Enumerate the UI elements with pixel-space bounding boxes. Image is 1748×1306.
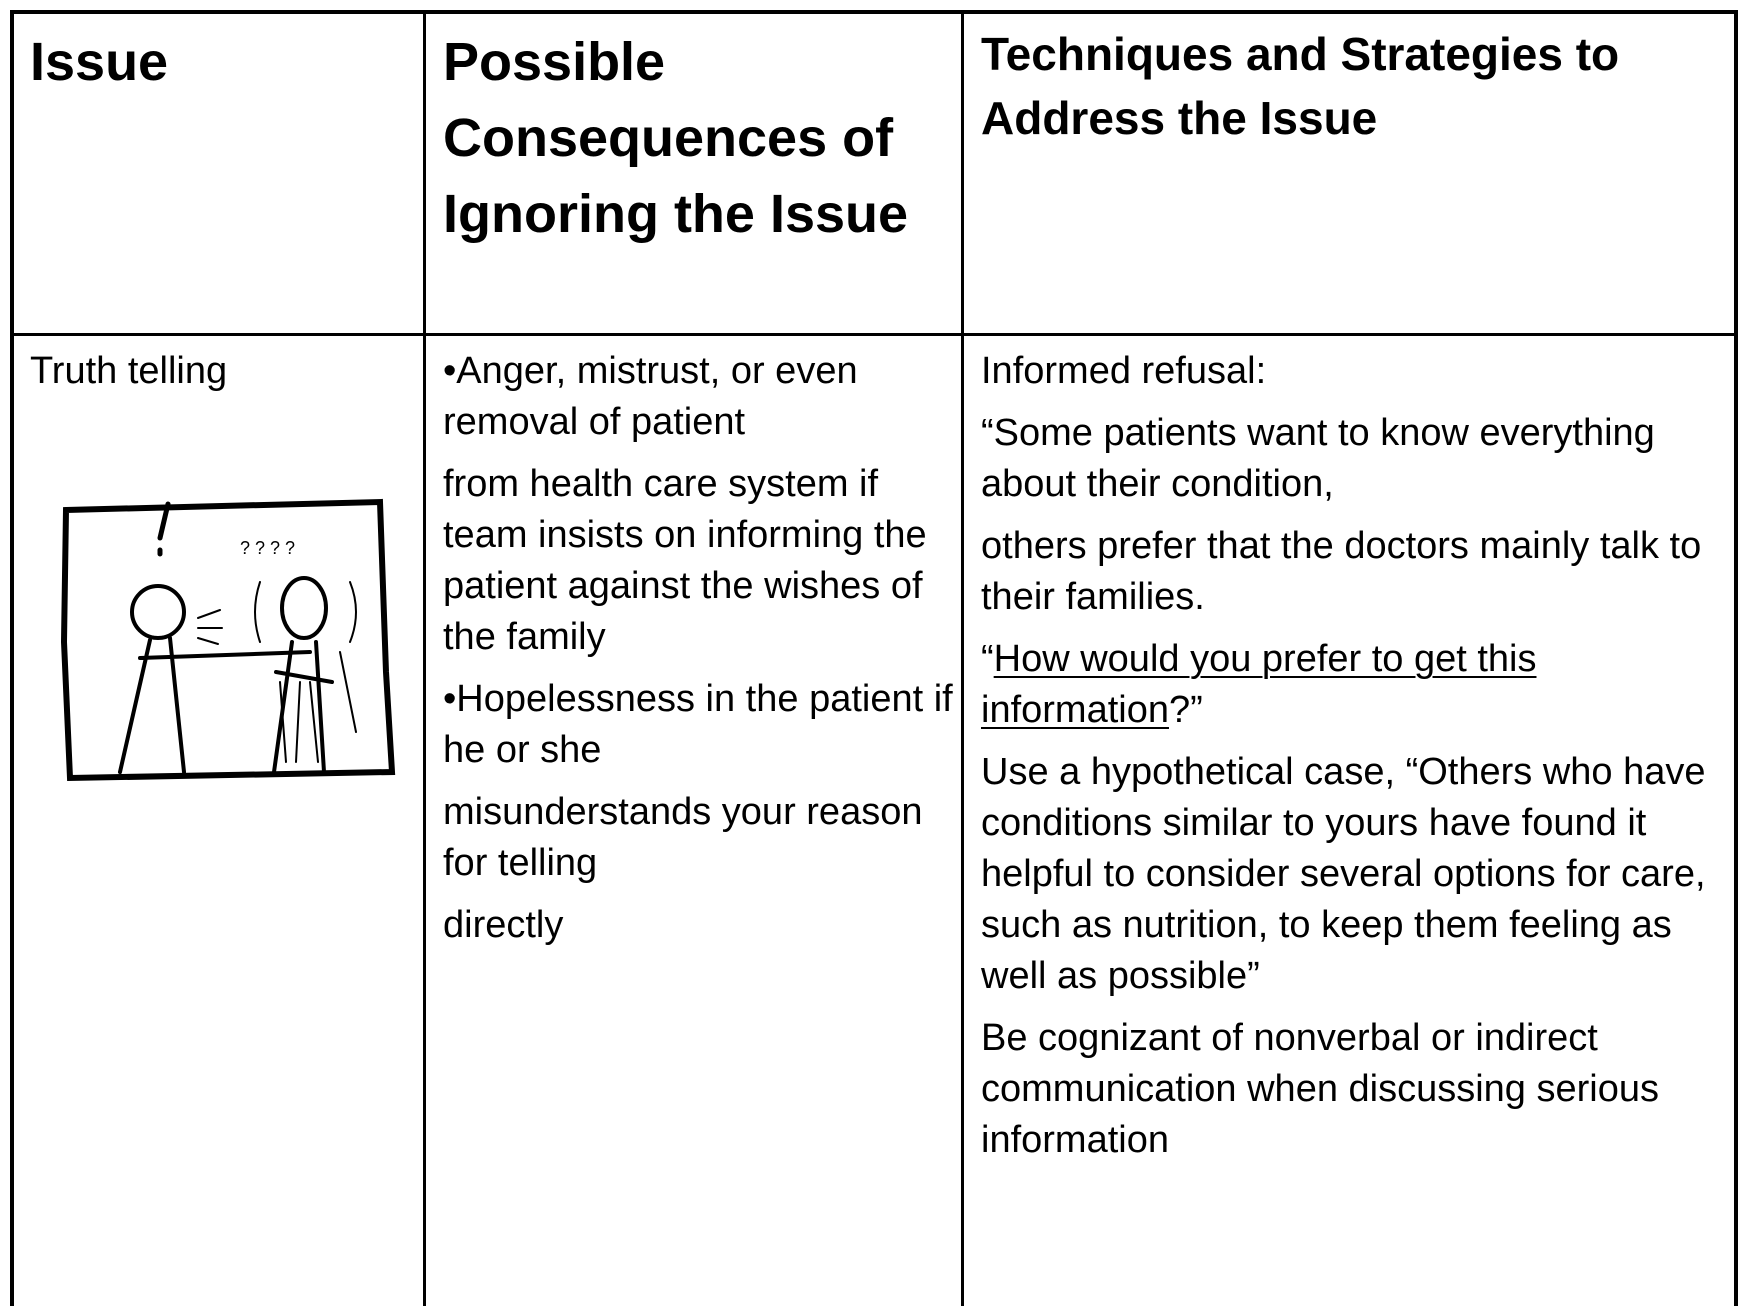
underlined-text: How would you prefer to get this informa… bbox=[981, 638, 1537, 731]
column-divider bbox=[961, 10, 964, 1306]
paragraph: •Anger, mistrust, or even removal of pat… bbox=[443, 350, 858, 443]
paragraph: •Hopelessness in the patient if he or sh… bbox=[443, 678, 953, 771]
table-frame bbox=[10, 10, 1738, 1306]
paragraph: Informed refusal: bbox=[981, 350, 1267, 392]
body-cell: Truth telling bbox=[30, 346, 410, 408]
text: “ bbox=[981, 638, 994, 680]
body-cell: Informed refusal: “Some patients want to … bbox=[981, 346, 1731, 1177]
paragraph: Use a hypothetical case, “Others who hav… bbox=[981, 751, 1706, 997]
paragraph: others prefer that the doctors mainly ta… bbox=[981, 525, 1702, 618]
body-cell: •Anger, mistrust, or even removal of pat… bbox=[443, 346, 953, 962]
paragraph: “How would you prefer to get this inform… bbox=[981, 634, 1731, 736]
header-cell: Issue bbox=[30, 32, 169, 92]
header-cell: Possible Consequences of Ignoring the Is… bbox=[443, 32, 909, 244]
paragraph: from health care system if team insists … bbox=[443, 463, 927, 658]
paragraph: “Some patients want to know everything a… bbox=[981, 412, 1655, 505]
paragraph: Be cognizant of nonverbal or indirect co… bbox=[981, 1017, 1659, 1161]
paragraph: misunderstands your reason for telling bbox=[443, 791, 923, 884]
paragraph: directly bbox=[443, 904, 564, 946]
paragraph: Truth telling bbox=[30, 350, 228, 392]
illustration: ? ? ? ? bbox=[60, 498, 396, 782]
header-cell: Techniques and Strategies to Address the… bbox=[981, 28, 1620, 144]
text: ?” bbox=[1168, 689, 1203, 731]
column-divider bbox=[423, 10, 426, 1306]
row-divider bbox=[10, 333, 1738, 336]
svg-text:? ? ? ?: ? ? ? ? bbox=[240, 538, 295, 558]
